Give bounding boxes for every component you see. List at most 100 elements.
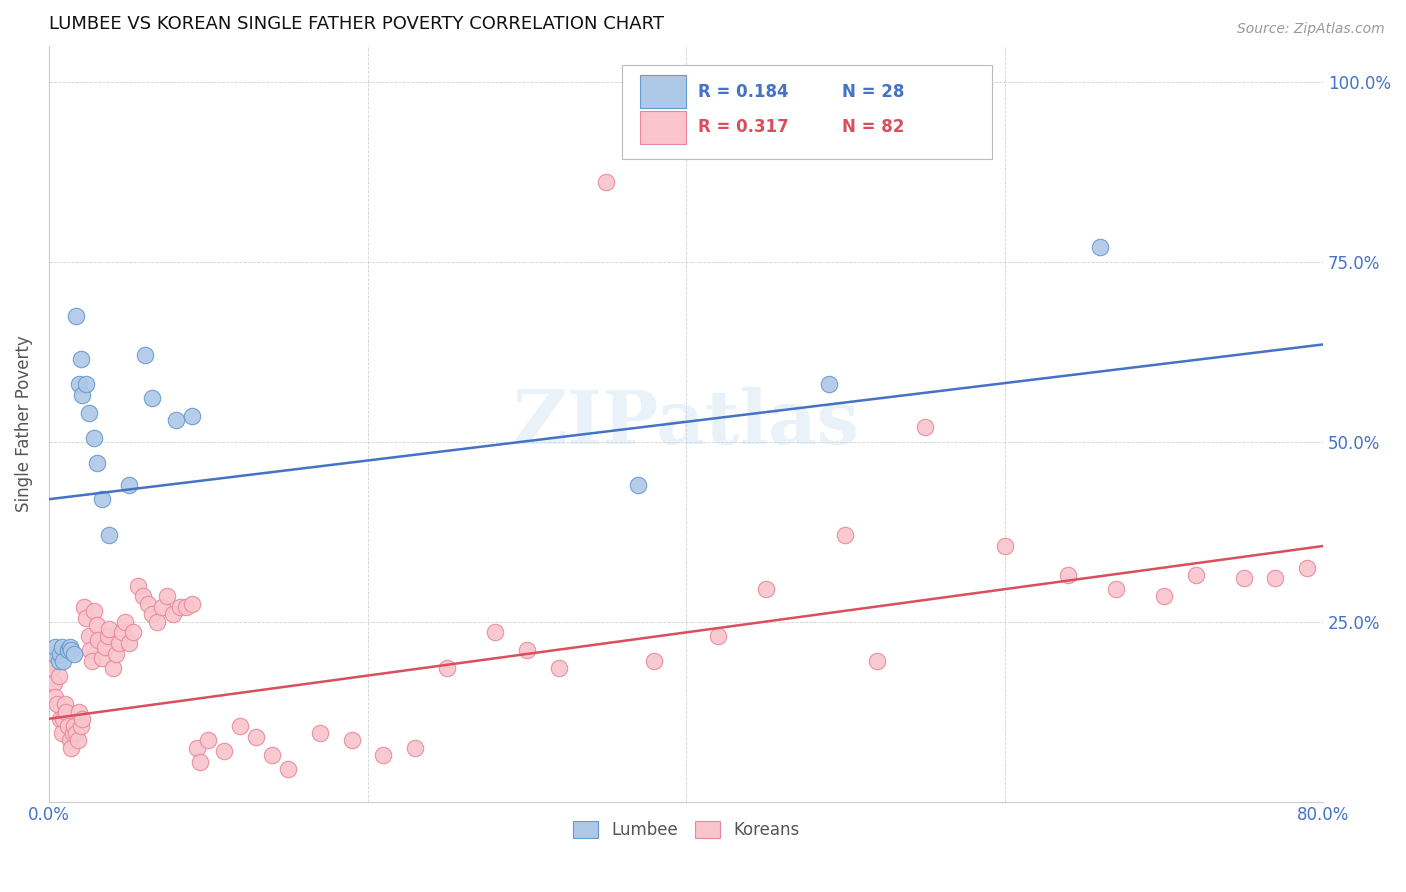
Point xyxy=(141,607,163,622)
Point xyxy=(98,622,121,636)
Point xyxy=(45,698,67,712)
Point xyxy=(277,762,299,776)
FancyBboxPatch shape xyxy=(640,111,686,144)
Point xyxy=(66,733,89,747)
Point xyxy=(69,351,91,366)
Point xyxy=(62,726,84,740)
Point xyxy=(122,625,145,640)
Point xyxy=(117,636,139,650)
Point xyxy=(49,647,72,661)
Text: N = 82: N = 82 xyxy=(842,119,904,136)
Point xyxy=(188,755,211,769)
Point xyxy=(87,632,110,647)
Point xyxy=(197,733,219,747)
Point xyxy=(1105,582,1128,597)
Y-axis label: Single Father Poverty: Single Father Poverty xyxy=(15,335,32,512)
Point xyxy=(75,377,97,392)
Legend: Lumbee, Koreans: Lumbee, Koreans xyxy=(567,814,806,847)
Point xyxy=(101,661,124,675)
Point xyxy=(59,733,82,747)
Point xyxy=(97,629,120,643)
Point xyxy=(181,597,204,611)
Point xyxy=(52,712,75,726)
Point xyxy=(229,719,252,733)
Point xyxy=(436,661,458,675)
Point xyxy=(245,730,267,744)
Point xyxy=(1153,590,1175,604)
Point xyxy=(134,348,156,362)
Point xyxy=(117,478,139,492)
Point xyxy=(595,176,617,190)
Point xyxy=(51,726,73,740)
Point xyxy=(77,406,100,420)
Point xyxy=(39,654,62,668)
Point xyxy=(86,618,108,632)
Point xyxy=(114,615,136,629)
Point xyxy=(516,643,538,657)
Point xyxy=(73,600,96,615)
Point xyxy=(127,579,149,593)
Point xyxy=(75,611,97,625)
Point xyxy=(83,431,105,445)
Text: Source: ZipAtlas.com: Source: ZipAtlas.com xyxy=(1237,22,1385,37)
Point xyxy=(1184,567,1206,582)
Point xyxy=(60,643,83,657)
Point xyxy=(48,654,70,668)
Point xyxy=(755,582,778,597)
Point xyxy=(65,726,87,740)
Point xyxy=(156,590,179,604)
Point xyxy=(914,420,936,434)
Point xyxy=(65,309,87,323)
Point xyxy=(72,388,94,402)
Point xyxy=(90,492,112,507)
Point xyxy=(707,629,730,643)
Point xyxy=(48,668,70,682)
Point xyxy=(643,654,665,668)
Point xyxy=(373,747,395,762)
Point xyxy=(60,740,83,755)
Point xyxy=(818,377,841,392)
Point xyxy=(150,600,173,615)
Point xyxy=(165,413,187,427)
Text: LUMBEE VS KOREAN SINGLE FATHER POVERTY CORRELATION CHART: LUMBEE VS KOREAN SINGLE FATHER POVERTY C… xyxy=(49,15,664,33)
Point xyxy=(90,650,112,665)
Point xyxy=(404,740,426,755)
Point xyxy=(308,726,330,740)
Point xyxy=(41,661,63,675)
Point xyxy=(627,478,650,492)
FancyBboxPatch shape xyxy=(640,75,686,109)
Point xyxy=(98,528,121,542)
Point xyxy=(52,654,75,668)
Text: ZIPatlas: ZIPatlas xyxy=(513,387,859,460)
Point xyxy=(42,675,65,690)
Point xyxy=(69,719,91,733)
Point xyxy=(1088,240,1111,254)
Point xyxy=(340,733,363,747)
Point xyxy=(49,712,72,726)
Point xyxy=(181,409,204,424)
FancyBboxPatch shape xyxy=(623,64,991,159)
Point xyxy=(104,647,127,661)
Point xyxy=(108,636,131,650)
Point xyxy=(77,629,100,643)
Point xyxy=(83,604,105,618)
Point xyxy=(994,539,1017,553)
Point xyxy=(834,528,856,542)
Point xyxy=(162,607,184,622)
Point xyxy=(132,590,155,604)
Point xyxy=(169,600,191,615)
Point xyxy=(59,640,82,654)
Point xyxy=(79,643,101,657)
Point xyxy=(93,640,115,654)
Text: R = 0.317: R = 0.317 xyxy=(697,119,789,136)
Point xyxy=(1057,567,1080,582)
Point xyxy=(51,640,73,654)
Point xyxy=(80,654,103,668)
Point xyxy=(55,705,77,719)
Point xyxy=(1296,560,1319,574)
Point xyxy=(1232,571,1254,585)
Text: N = 28: N = 28 xyxy=(842,83,904,101)
Point xyxy=(136,597,159,611)
Point xyxy=(53,698,76,712)
Point xyxy=(63,647,86,661)
